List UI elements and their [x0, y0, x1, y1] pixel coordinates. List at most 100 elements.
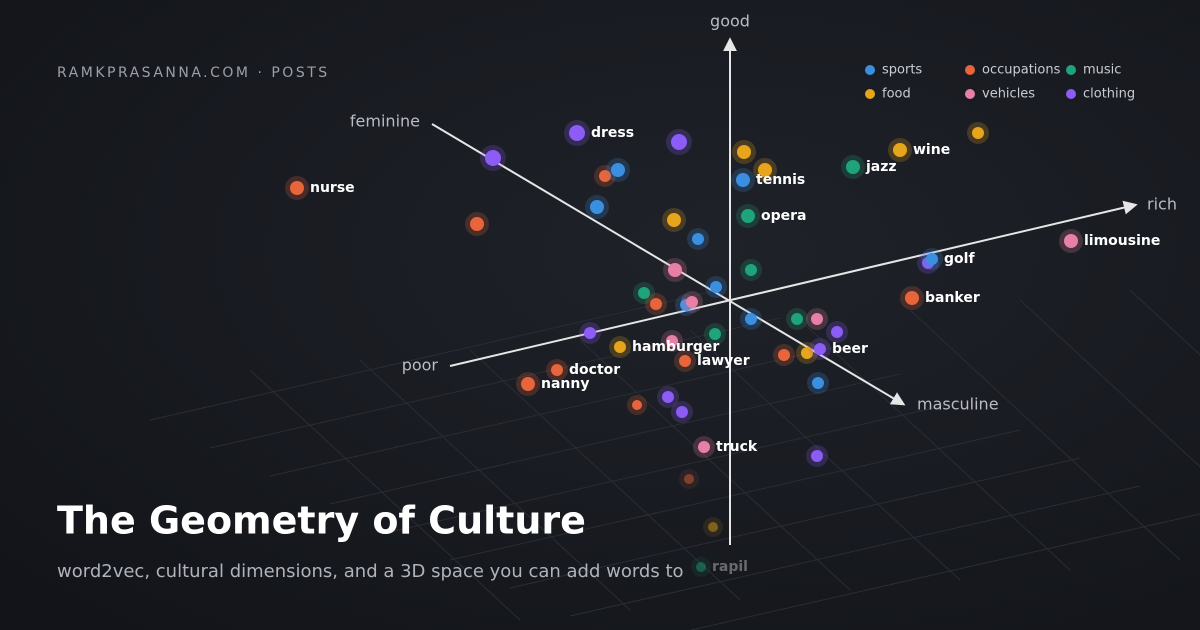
axis-line	[449, 200, 1138, 367]
grid-line	[449, 429, 1021, 561]
point	[811, 450, 823, 462]
point	[679, 355, 691, 367]
point-label: rapil	[712, 559, 748, 575]
grid-line	[1019, 299, 1200, 468]
point	[676, 406, 688, 418]
point-label: beer	[832, 341, 868, 357]
point	[668, 263, 682, 277]
site-name: RAMKPRASANNA.COM · POSTS	[57, 65, 330, 81]
legend-label: sports	[882, 63, 922, 78]
point	[745, 264, 757, 276]
point	[485, 150, 501, 166]
points: dress tennis jazz wine nurse opera limousine go…	[285, 120, 1160, 577]
legend-label: clothing	[1083, 87, 1135, 102]
point	[710, 281, 722, 293]
axis-label: good	[710, 12, 750, 31]
axis-label: rich	[1147, 195, 1177, 214]
point	[584, 327, 596, 339]
legend-swatch	[965, 65, 975, 75]
point	[893, 143, 907, 157]
grid-line	[359, 359, 631, 611]
grid-line	[579, 339, 851, 591]
point	[686, 296, 698, 308]
point-label: doctor	[569, 362, 620, 378]
point	[811, 313, 823, 325]
point	[290, 181, 304, 195]
point-halo	[703, 517, 723, 537]
point	[778, 349, 790, 361]
point-label: nanny	[541, 376, 589, 392]
point	[671, 134, 687, 150]
point-label: hamburger	[632, 339, 719, 355]
point	[814, 343, 826, 355]
point	[684, 474, 694, 484]
floor-grid	[149, 289, 1200, 630]
point-label: truck	[716, 439, 758, 455]
point	[709, 328, 721, 340]
legend-label: food	[882, 87, 911, 102]
point-label: banker	[925, 290, 980, 306]
point	[470, 217, 484, 231]
legend-swatch	[1066, 89, 1076, 99]
grid-line	[329, 373, 901, 505]
legend-swatch	[1066, 65, 1076, 75]
point-label: opera	[761, 208, 807, 224]
point	[521, 377, 535, 391]
point	[737, 145, 751, 159]
axes	[431, 37, 1138, 545]
legend-swatch	[865, 89, 875, 99]
axis-label: masculine	[917, 395, 999, 414]
point	[698, 441, 710, 453]
point	[758, 163, 772, 177]
point	[632, 400, 642, 410]
point	[831, 326, 843, 338]
grid-line	[509, 457, 1081, 589]
post-title: The Geometry of Culture	[57, 499, 586, 543]
grid-line	[269, 345, 841, 477]
grid-line	[569, 485, 1141, 617]
grid-line	[689, 513, 1200, 630]
point	[650, 298, 662, 310]
grid-line	[909, 309, 1181, 561]
grid-line	[149, 289, 721, 421]
point	[667, 213, 681, 227]
point	[599, 170, 611, 182]
point	[791, 313, 803, 325]
point-label: golf	[944, 251, 975, 267]
point-label: nurse	[310, 180, 355, 196]
legend-swatch	[965, 89, 975, 99]
post-subtitle: word2vec, cultural dimensions, and a 3D …	[57, 561, 684, 582]
point	[662, 391, 674, 403]
grid-line	[389, 401, 961, 533]
point	[666, 335, 678, 347]
point-label: dress	[591, 125, 634, 141]
grid-line	[1129, 289, 1200, 356]
point	[905, 291, 919, 305]
point	[801, 347, 813, 359]
point-halo	[691, 557, 711, 577]
axis-label: poor	[402, 356, 439, 375]
point	[614, 341, 626, 353]
point	[692, 233, 704, 245]
grid-line	[689, 329, 961, 581]
legend-label: music	[1083, 63, 1121, 78]
point-label: tennis	[756, 172, 805, 188]
grid-line	[209, 317, 781, 449]
point-halo	[679, 469, 699, 489]
point	[590, 200, 604, 214]
point	[569, 125, 585, 141]
point	[696, 562, 706, 572]
legend-label: occupations	[982, 63, 1061, 78]
point	[638, 287, 650, 299]
point	[812, 377, 824, 389]
point	[736, 173, 750, 187]
point-label: jazz	[865, 159, 897, 175]
point	[926, 253, 938, 265]
point	[708, 522, 718, 532]
point	[741, 209, 755, 223]
grid-line	[799, 319, 1071, 571]
point-label: wine	[913, 142, 950, 158]
point-label: limousine	[1084, 233, 1160, 249]
